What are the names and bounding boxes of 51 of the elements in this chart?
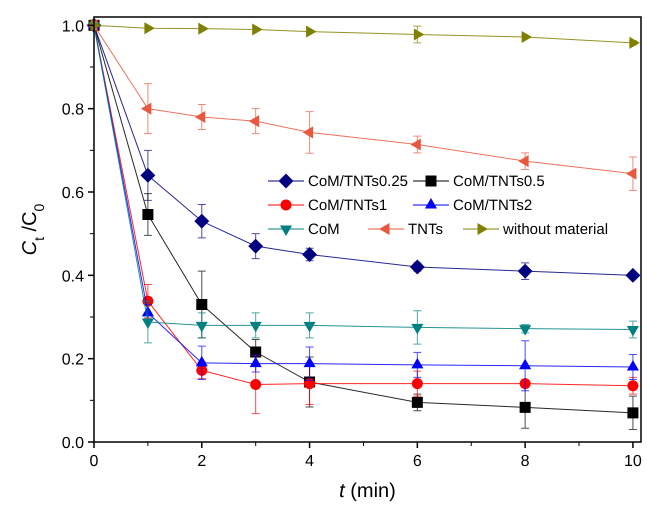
point: [629, 37, 640, 49]
x-axis-title: t (min): [339, 480, 396, 502]
point: [250, 322, 262, 332]
point: [518, 155, 529, 167]
x-tick-label: 4: [305, 453, 314, 470]
point: [250, 379, 262, 390]
point: [410, 260, 425, 274]
y-tick-label: 1.0: [62, 18, 84, 36]
y-tick-label: 0.6: [62, 185, 84, 202]
legend-label: CoM/TNTs0.5: [453, 173, 545, 190]
point: [140, 168, 156, 183]
point: [250, 357, 262, 368]
point: [412, 324, 424, 334]
legend-label: CoM/TNTs1: [308, 197, 388, 214]
legend-label: CoM: [308, 221, 340, 238]
point: [196, 322, 208, 332]
point: [519, 359, 531, 370]
x-tick-label: 6: [412, 453, 422, 470]
x-tick-label: 8: [520, 453, 530, 470]
y-tick-label: 0.8: [62, 102, 84, 119]
point: [195, 111, 206, 123]
point: [196, 299, 208, 310]
legend-label: CoM/TNTs2: [453, 197, 532, 214]
point: [304, 322, 316, 332]
point: [627, 380, 638, 392]
point: [626, 268, 640, 283]
point: [194, 214, 210, 228]
point: [141, 102, 152, 114]
point: [412, 378, 423, 390]
legend-label: without material: [502, 221, 608, 238]
point: [414, 28, 424, 40]
point: [627, 360, 639, 370]
x-tick-label: 0: [90, 453, 99, 470]
legend-label: CoM/TNTs0.25: [308, 173, 408, 190]
y-tick-label: 0.2: [62, 352, 84, 369]
point: [304, 357, 316, 368]
x-tick-label: 2: [197, 453, 206, 470]
point: [627, 407, 638, 418]
point: [303, 126, 314, 138]
point: [249, 115, 260, 127]
point: [250, 346, 262, 358]
y-tick-label: 0.0: [62, 435, 84, 452]
point: [142, 209, 154, 220]
x-tick-label: 10: [624, 453, 642, 470]
point: [248, 238, 263, 254]
point: [302, 247, 317, 262]
point: [520, 402, 531, 413]
point: [412, 396, 423, 408]
point: [518, 264, 532, 278]
legend-label: TNTs: [408, 221, 443, 238]
y-tick-label: 0.4: [62, 268, 84, 286]
